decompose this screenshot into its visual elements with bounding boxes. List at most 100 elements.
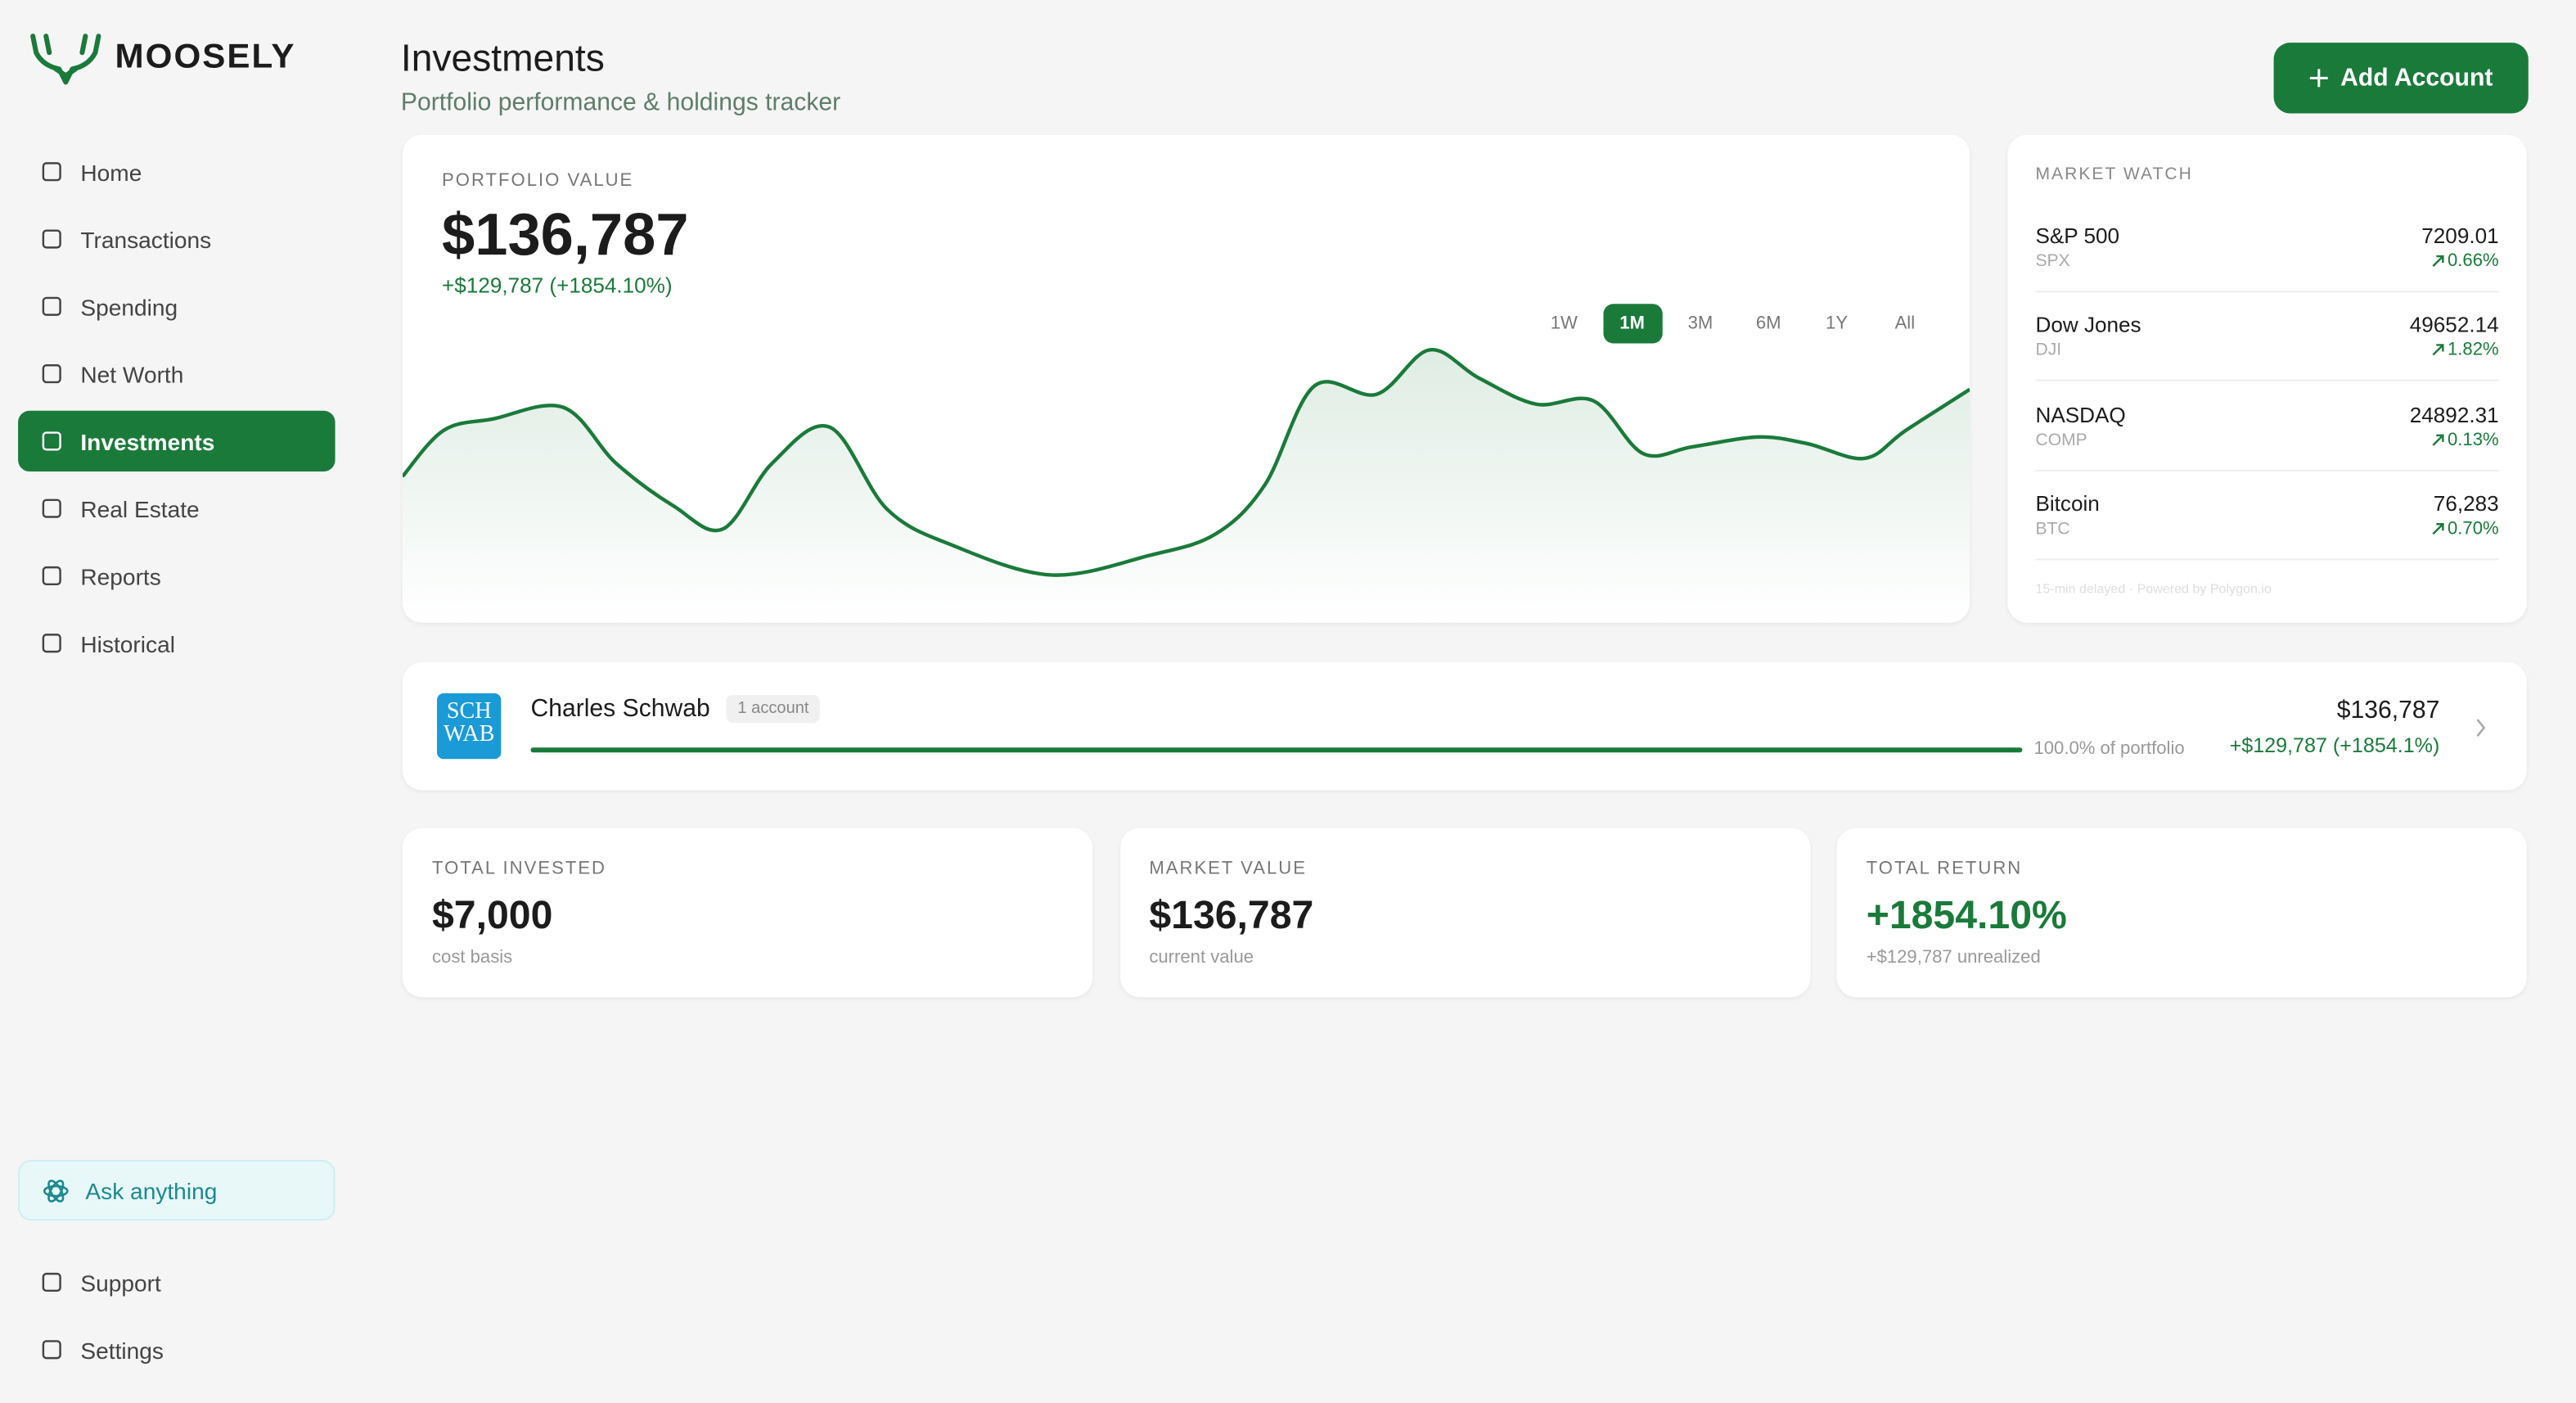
stat-value: $7,000 xyxy=(432,893,553,939)
page-title: Investments xyxy=(400,36,605,79)
market-symbol: COMP xyxy=(2035,430,2087,450)
market-watch-title: MARKET WATCH xyxy=(2035,164,2193,184)
nav-item[interactable]: Home xyxy=(18,142,335,202)
logo-line: SCH xyxy=(446,699,492,725)
market-row: NASDAQ COMP 24892.31 0.13% xyxy=(2035,382,2499,471)
range-button[interactable]: All xyxy=(1894,314,1916,334)
stat-card: TOTAL RETURN +1854.10% +$129,787 unrealize… xyxy=(1836,828,2527,998)
stat-value: +1854.10% xyxy=(1866,893,2067,939)
stat-note: current value xyxy=(1149,948,1254,968)
portfolio-share-bar xyxy=(530,747,2023,753)
nav-icon xyxy=(42,1272,61,1292)
up-arrow xyxy=(2432,255,2444,267)
nav-item[interactable]: Historical xyxy=(18,613,335,674)
account-change: +$129,787 (+1854.1%) xyxy=(2229,734,2440,758)
market-price: 49652.14 xyxy=(2409,312,2499,338)
market-watch-card xyxy=(2007,134,2527,623)
market-symbol: BTC xyxy=(2035,519,2070,539)
nav-item[interactable]: Transactions xyxy=(18,209,335,269)
range-button[interactable]: 6M xyxy=(1755,314,1781,334)
portfolio-change: +$129,787 (+1854.10%) xyxy=(442,273,673,298)
nav-item[interactable]: Support xyxy=(18,1252,335,1312)
market-change: 0.70% xyxy=(2431,519,2499,539)
stat-label: TOTAL RETURN xyxy=(1866,859,2023,879)
nav-label: Transactions xyxy=(80,225,212,253)
account-row[interactable]: SCH WAB Charles Schwab 1 account 100.0% … xyxy=(402,661,2527,791)
plus-icon xyxy=(2308,69,2328,88)
range-button[interactable]: 1M xyxy=(1602,304,1662,344)
nav-item[interactable]: Settings xyxy=(18,1320,335,1380)
market-price: 76,283 xyxy=(2433,490,2499,516)
chart-area xyxy=(402,350,1970,623)
chart-line xyxy=(402,348,1970,577)
nav-label: Real Estate xyxy=(80,495,200,522)
nav-label: Home xyxy=(80,158,142,185)
market-row: Bitcoin BTC 76,283 0.70% xyxy=(2035,471,2499,561)
nav-icon xyxy=(42,162,61,182)
nav-icon xyxy=(42,634,61,653)
nav-label: Net Worth xyxy=(80,360,184,387)
stat-label: TOTAL INVESTED xyxy=(432,859,607,879)
stat-card: TOTAL INVESTED $7,000 cost basis xyxy=(402,828,1093,998)
market-name: NASDAQ xyxy=(2035,401,2126,427)
nav-item[interactable]: Real Estate xyxy=(18,478,335,539)
account-share: 100.0% of portfolio xyxy=(2033,739,2185,760)
market-change: 0.66% xyxy=(2431,251,2499,271)
market-name: Dow Jones xyxy=(2035,312,2141,338)
stat-note: +$129,787 unrealized xyxy=(1866,948,2041,968)
nav-item[interactable]: Net Worth xyxy=(18,343,335,404)
ask-anything[interactable]: Ask anything xyxy=(18,1159,336,1221)
nav-item[interactable]: Spending xyxy=(18,276,335,336)
brand: MOOSELY xyxy=(29,29,295,85)
ask-icon xyxy=(43,1179,69,1202)
portfolio-chart xyxy=(402,348,1970,623)
market-row: Dow Jones DJI 49652.14 1.82% xyxy=(2035,293,2499,382)
nav-icon xyxy=(42,296,61,316)
nav-label: Spending xyxy=(80,293,178,320)
nav-icon xyxy=(42,498,61,518)
button-text: Add Account xyxy=(2340,64,2493,92)
ask-text: Ask anything xyxy=(85,1177,218,1204)
market-price: 24892.31 xyxy=(2409,401,2499,427)
nav-icon xyxy=(42,229,61,249)
nav-label: Historical xyxy=(80,629,175,656)
account-badge: 1 account xyxy=(726,694,821,724)
add-account-button[interactable]: Add Account xyxy=(2273,43,2529,114)
account-name: Charles Schwab xyxy=(530,694,710,724)
market-footnote: 15-min delayed · Powered by Polygon.io xyxy=(2035,581,2272,597)
nav-label: Investments xyxy=(80,427,215,454)
brand-name: MOOSELY xyxy=(115,38,296,76)
account-value: $136,787 xyxy=(2336,696,2440,725)
portfolio-label: PORTFOLIO VALUE xyxy=(442,170,634,191)
schwab-logo: SCH WAB xyxy=(437,692,502,760)
stat-label: MARKET VALUE xyxy=(1149,859,1307,879)
market-change: 1.82% xyxy=(2431,341,2499,360)
change-text: 0.70% xyxy=(2447,519,2499,539)
nav-icon xyxy=(42,566,61,586)
market-change: 0.13% xyxy=(2431,430,2499,449)
range-button[interactable]: 1W xyxy=(1550,314,1578,334)
portfolio-value: $136,787 xyxy=(442,200,689,268)
portfolio-card: PORTFOLIO VALUE $136,787 +$129,787 (+185… xyxy=(402,134,1970,623)
range-button[interactable]: 1Y xyxy=(1826,314,1849,334)
chevron xyxy=(2476,719,2486,737)
stat-note: cost basis xyxy=(432,948,513,968)
up-arrow xyxy=(2432,433,2444,445)
change-text: 0.66% xyxy=(2447,251,2499,272)
page-subtitle: Portfolio performance & holdings tracker xyxy=(400,88,841,117)
market-symbol: DJI xyxy=(2035,341,2062,361)
nav-icon xyxy=(42,431,61,451)
nav-label: Reports xyxy=(80,562,161,589)
stat-card: MARKET VALUE $136,787 current value xyxy=(1119,828,1810,998)
logo-icon xyxy=(30,34,101,85)
market-row: S&P 500 SPX 7209.01 0.66% xyxy=(2035,204,2499,293)
up-arrow xyxy=(2432,522,2444,535)
nav-icon xyxy=(42,1340,61,1360)
nav-item[interactable]: Reports xyxy=(18,545,335,606)
range-button[interactable]: 3M xyxy=(1687,314,1714,334)
nav-icon xyxy=(42,364,61,384)
nav-item[interactable]: Investments xyxy=(18,410,336,472)
change-text: 1.82% xyxy=(2447,341,2499,361)
up-arrow xyxy=(2432,344,2444,356)
